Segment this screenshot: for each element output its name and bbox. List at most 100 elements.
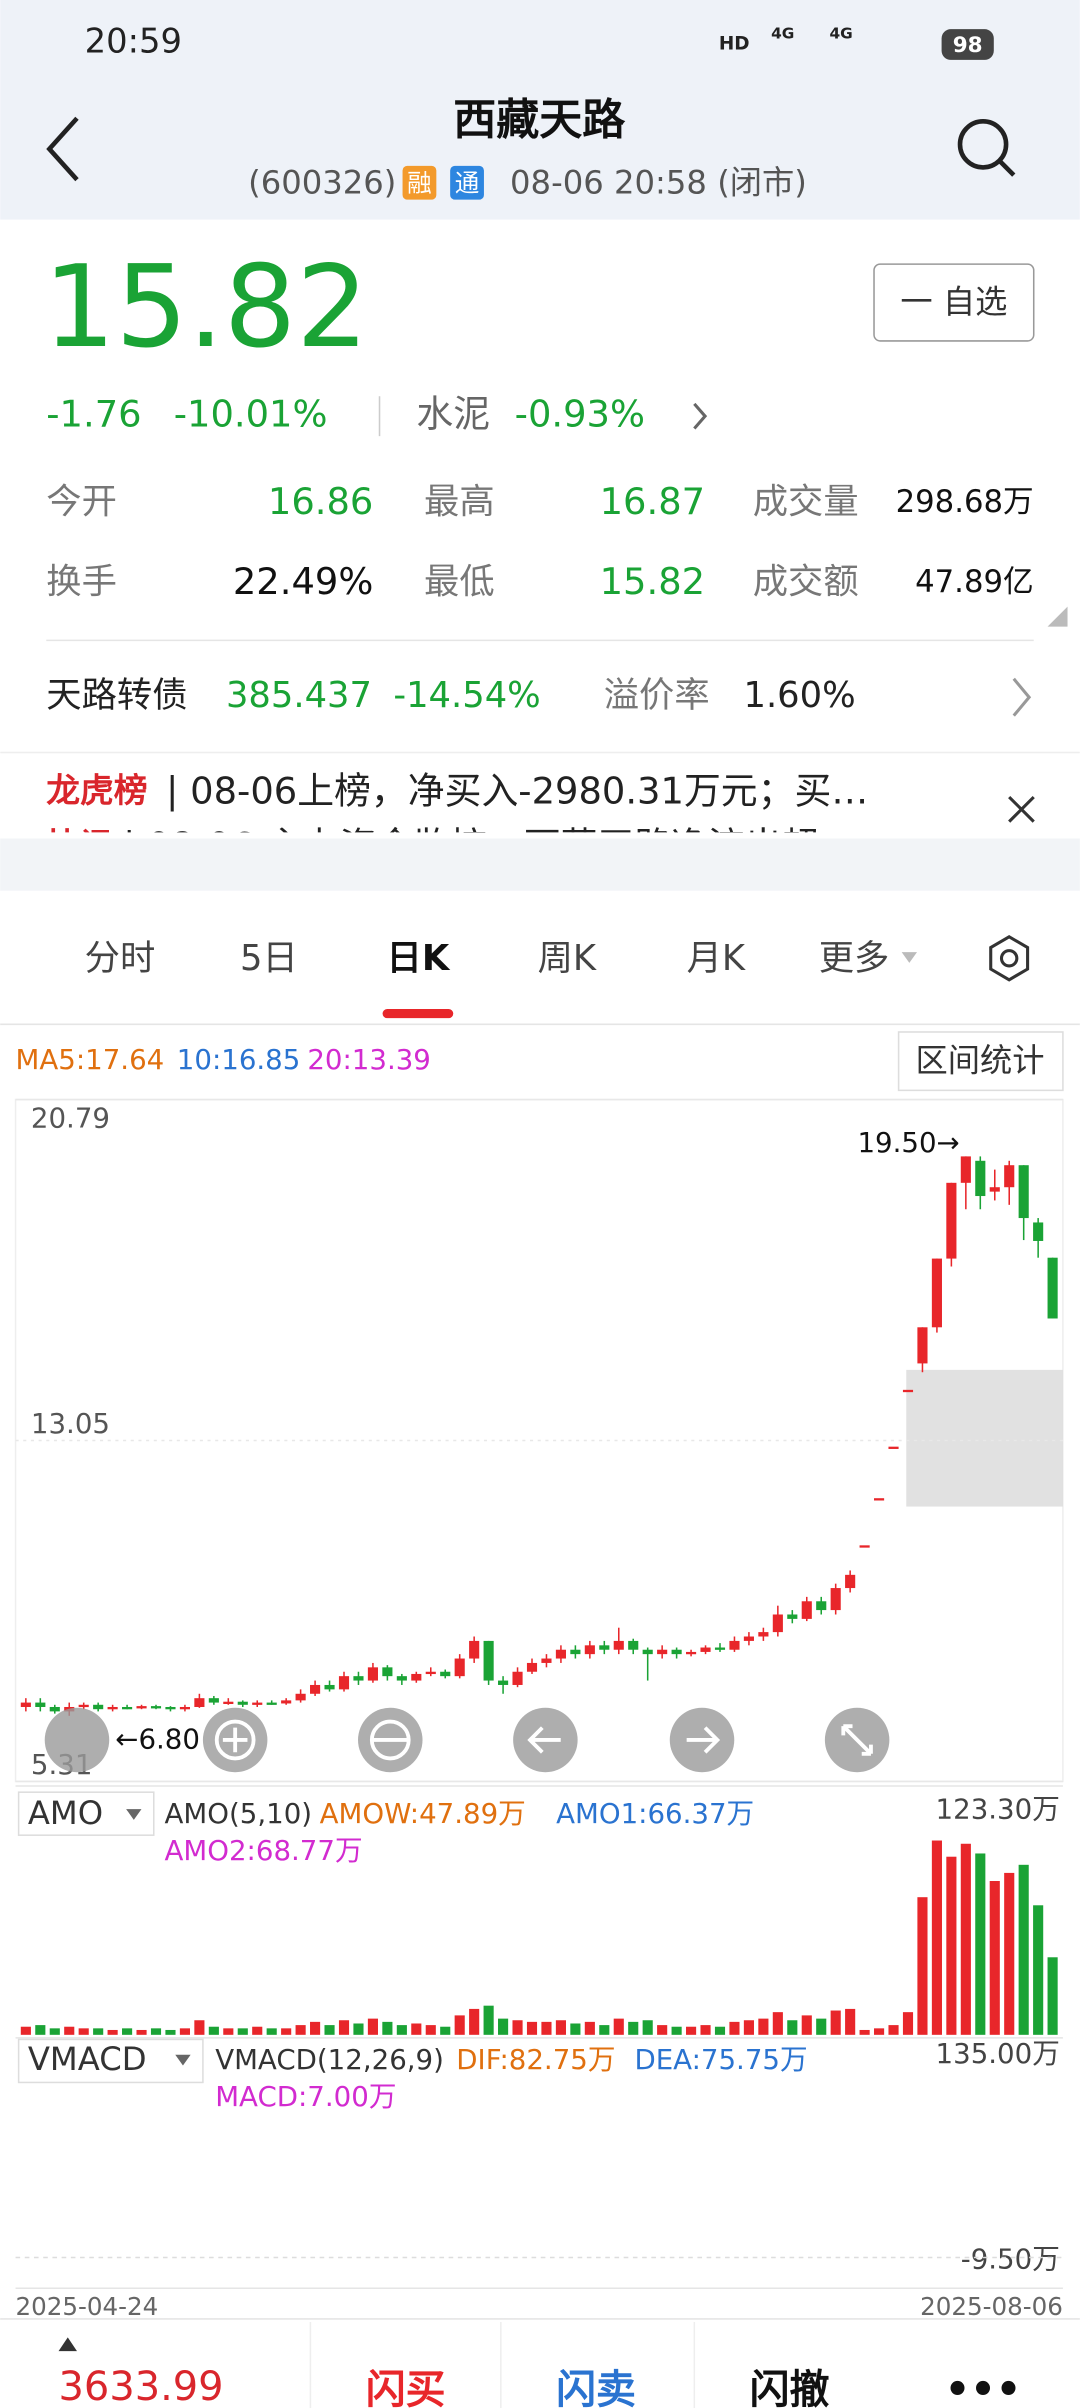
settings-button[interactable] [989, 935, 1030, 982]
search-button[interactable] [957, 119, 1016, 177]
candle-body [758, 1632, 769, 1637]
volume-bar [671, 2026, 682, 2035]
candle-body [874, 1498, 885, 1501]
volume-bar [35, 2025, 46, 2035]
action-button[interactable]: ••• [945, 2367, 1022, 2408]
volume-bar [946, 1856, 957, 2035]
candle-body [310, 1684, 321, 1694]
volume-bar [310, 2021, 321, 2035]
stat-label: 最低 [424, 562, 495, 603]
candle-body [787, 1614, 798, 1619]
volume-bar [686, 2026, 697, 2035]
zoom-button[interactable] [44, 1707, 110, 1773]
candle-body [570, 1649, 581, 1655]
candle-body [700, 1647, 711, 1652]
volume-bar [367, 2018, 378, 2035]
candle-body [671, 1649, 682, 1655]
action-button[interactable]: 闪撤 [750, 2367, 830, 2408]
bond-pct: -14.54% [393, 675, 540, 716]
stat-label: 换手 [46, 562, 117, 603]
candle-body [440, 1671, 451, 1677]
chevron[interactable] [1012, 677, 1032, 717]
volume-bar [859, 2029, 870, 2035]
volume-bar [20, 2026, 31, 2035]
indicator-select[interactable] [17, 2038, 204, 2084]
tab[interactable]: 更多 [819, 938, 890, 979]
volume-bar [526, 2021, 538, 2035]
close-news[interactable] [1008, 795, 1035, 823]
volume-bar [801, 2015, 812, 2035]
range-shade [906, 1369, 1063, 1507]
action-button[interactable]: 闪卖 [556, 2367, 636, 2408]
candle-body [396, 1676, 407, 1681]
volume-bar [295, 2025, 306, 2035]
index-value[interactable]: 3633.99 [59, 2364, 224, 2408]
news-text: | 08-06上榜，净买入-2980.31万元；买… [166, 769, 868, 813]
tab[interactable]: 月K [687, 938, 746, 979]
search-icon [957, 119, 1009, 170]
amo-max: 123.30万 [936, 1793, 1060, 1826]
stock-code: (600326) [248, 163, 396, 201]
sector[interactable]: 水泥 [416, 393, 490, 436]
range-stats-button[interactable] [897, 1031, 1064, 1092]
status-battery: 98 [953, 33, 983, 58]
y-tick-label: 20.79 [31, 1102, 110, 1135]
watch-button[interactable] [873, 263, 1035, 342]
candle-body [179, 1706, 190, 1710]
candle-body [729, 1640, 740, 1650]
high-annotation: 19.50→ [857, 1126, 959, 1159]
candle-body [20, 1702, 31, 1707]
candle-body [1018, 1165, 1029, 1219]
candle-body [411, 1673, 422, 1681]
tab[interactable]: 日K [387, 938, 451, 979]
candle-body [454, 1658, 465, 1677]
candle-body [49, 1706, 60, 1712]
change: -1.76 [46, 393, 141, 436]
candle-body [845, 1574, 856, 1589]
y-tick-label: 13.05 [31, 1407, 110, 1440]
candle-body [324, 1684, 335, 1690]
candle-body [888, 1446, 899, 1449]
status-network: HD [719, 34, 750, 55]
stock-datetime: 08-06 20:58 (闭市) [510, 163, 807, 201]
tab[interactable]: 5日 [240, 938, 298, 979]
candle-body [613, 1640, 624, 1650]
volume-bar [902, 2012, 914, 2035]
dea: DEA:75.75万 [634, 2043, 807, 2076]
corner-mark [1047, 606, 1068, 627]
candle-body [526, 1662, 538, 1672]
volume-bar [541, 2021, 552, 2035]
candle-body [223, 1701, 234, 1705]
news-text: | 08-06 主力资金监控：西藏天路净流出超… [123, 824, 855, 868]
back-button[interactable] [46, 116, 79, 182]
candle-body [483, 1640, 494, 1681]
volume-bar [179, 2028, 190, 2035]
low-annotation: ←6.80 [115, 1722, 200, 1755]
volume-bar [931, 1840, 942, 2035]
amo-label: AMO [28, 1794, 103, 1832]
premium-label: 溢价率 [604, 675, 710, 716]
candle-body [555, 1649, 566, 1659]
candle-body [772, 1614, 783, 1633]
volume-bar [845, 2008, 856, 2035]
ma5-legend: MA5:17.64 [16, 1043, 165, 1076]
volume-bar [454, 2015, 465, 2035]
action-button[interactable]: 闪买 [366, 2367, 446, 2408]
volume-bar [425, 2025, 436, 2035]
volume-bar [281, 2028, 292, 2035]
candle-body [584, 1645, 595, 1655]
battery-icon [941, 29, 994, 60]
zoom-controls [44, 1707, 890, 1773]
candle-body [295, 1693, 306, 1701]
tab[interactable]: 周K [538, 938, 597, 979]
amo-params: AMO(5,10) [165, 1797, 313, 1830]
candle-body [165, 1706, 176, 1710]
volume-bar [1018, 1864, 1029, 2035]
tab[interactable]: 分时 [85, 938, 156, 979]
news-ticker[interactable]: 龙虎榜 | 08-06上榜，净买入-2980.31万元；买… 快讯 | 08-0… [46, 769, 868, 868]
volume-bar [165, 2029, 176, 2035]
volume-bar [729, 2021, 740, 2035]
ma10-legend: 10:16.85 [177, 1043, 301, 1076]
volume-bar [628, 2021, 639, 2035]
volume-bar [1047, 1957, 1058, 2035]
